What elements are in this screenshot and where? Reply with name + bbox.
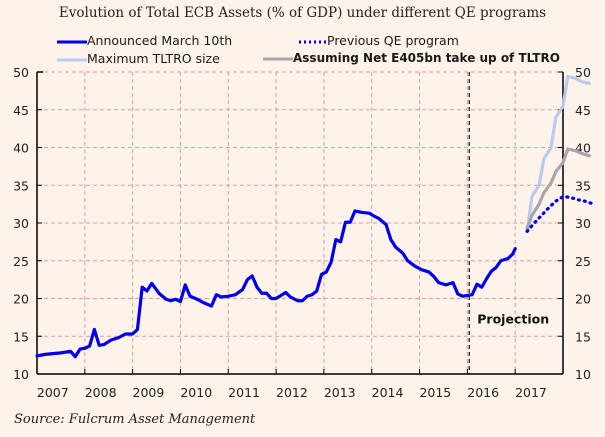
- x-tick-label: 2014: [372, 385, 404, 400]
- y-tick-label-left: 40: [13, 141, 29, 156]
- y-tick-label-right: 30: [575, 216, 591, 231]
- y-tick-label-right: 50: [575, 65, 591, 80]
- y-tick-label-left: 10: [13, 367, 29, 382]
- x-tick-label: 2008: [85, 385, 117, 400]
- legend-item-previous-qe: Previous QE program: [297, 33, 459, 48]
- x-tick-label: 2011: [228, 385, 260, 400]
- y-tick-label-left: 45: [13, 103, 29, 118]
- y-tick-label-left: 30: [13, 216, 29, 231]
- projection-label: Projection: [477, 311, 549, 326]
- series-line-announced-march-10th: [35, 209, 517, 359]
- x-tick-label: 2015: [419, 385, 451, 400]
- legend-label: Previous QE program: [327, 33, 459, 48]
- x-tick-label: 2016: [467, 385, 499, 400]
- x-tick-label: 2013: [324, 385, 356, 400]
- chart-title: Evolution of Total ECB Assets (% of GDP)…: [58, 5, 547, 21]
- series-line-previous-qe-program: [525, 194, 594, 233]
- legend-swatch-max-tltro: [57, 58, 87, 61]
- y-tick-label-left: 15: [13, 329, 29, 344]
- legend-item-max-tltro: Maximum TLTRO size: [57, 51, 220, 66]
- y-tick-label-right: 15: [575, 329, 591, 344]
- y-tick-label-right: 10: [575, 367, 591, 382]
- legend-swatch-announced: [57, 40, 87, 43]
- x-tick-label: 2012: [276, 385, 308, 400]
- legend-item-net-tltro: Assuming Net E405bn take up of TLTRO: [263, 51, 560, 65]
- x-tick-label: 2009: [133, 385, 165, 400]
- y-tick-label-left: 50: [13, 65, 29, 80]
- legend-label: Assuming Net E405bn take up of TLTRO: [293, 51, 560, 65]
- x-tick-label: 2017: [515, 385, 547, 400]
- legend-label: Maximum TLTRO size: [87, 51, 220, 66]
- legend-label: Announced March 10th: [87, 33, 233, 48]
- source-note: Source: Fulcrum Asset Management: [14, 412, 256, 427]
- series-line-assuming-net-e405bn-take-up-of-tltro: [525, 147, 591, 230]
- y-tick-label-right: 35: [575, 178, 591, 193]
- y-tick-label-left: 25: [13, 254, 29, 269]
- legend-swatch-net-tltro: [263, 57, 293, 60]
- y-tick-label-right: 20: [575, 292, 591, 307]
- series-line-maximum-tltro-size: [525, 74, 591, 233]
- legend-item-announced: Announced March 10th: [57, 33, 232, 48]
- x-tick-label: 2007: [37, 385, 69, 400]
- y-tick-label-right: 45: [575, 103, 591, 118]
- y-tick-label-right: 25: [575, 254, 591, 269]
- y-tick-label-left: 35: [13, 178, 29, 193]
- y-tick-label-left: 20: [13, 292, 29, 307]
- x-tick-label: 2010: [180, 385, 212, 400]
